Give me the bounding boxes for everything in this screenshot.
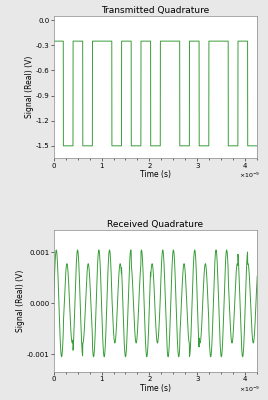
Y-axis label: Signal (Real) (V): Signal (Real) (V) [16,270,25,332]
Title: Transmitted Quadrature: Transmitted Quadrature [101,6,210,15]
Y-axis label: Signal (Real) (V): Signal (Real) (V) [25,56,34,118]
Title: Received Quadrature: Received Quadrature [107,220,203,229]
X-axis label: Time (s): Time (s) [140,384,171,392]
Text: $\times10^{-9}$: $\times10^{-9}$ [239,171,260,180]
Text: $\times10^{-9}$: $\times10^{-9}$ [239,384,260,394]
X-axis label: Time (s): Time (s) [140,170,171,179]
